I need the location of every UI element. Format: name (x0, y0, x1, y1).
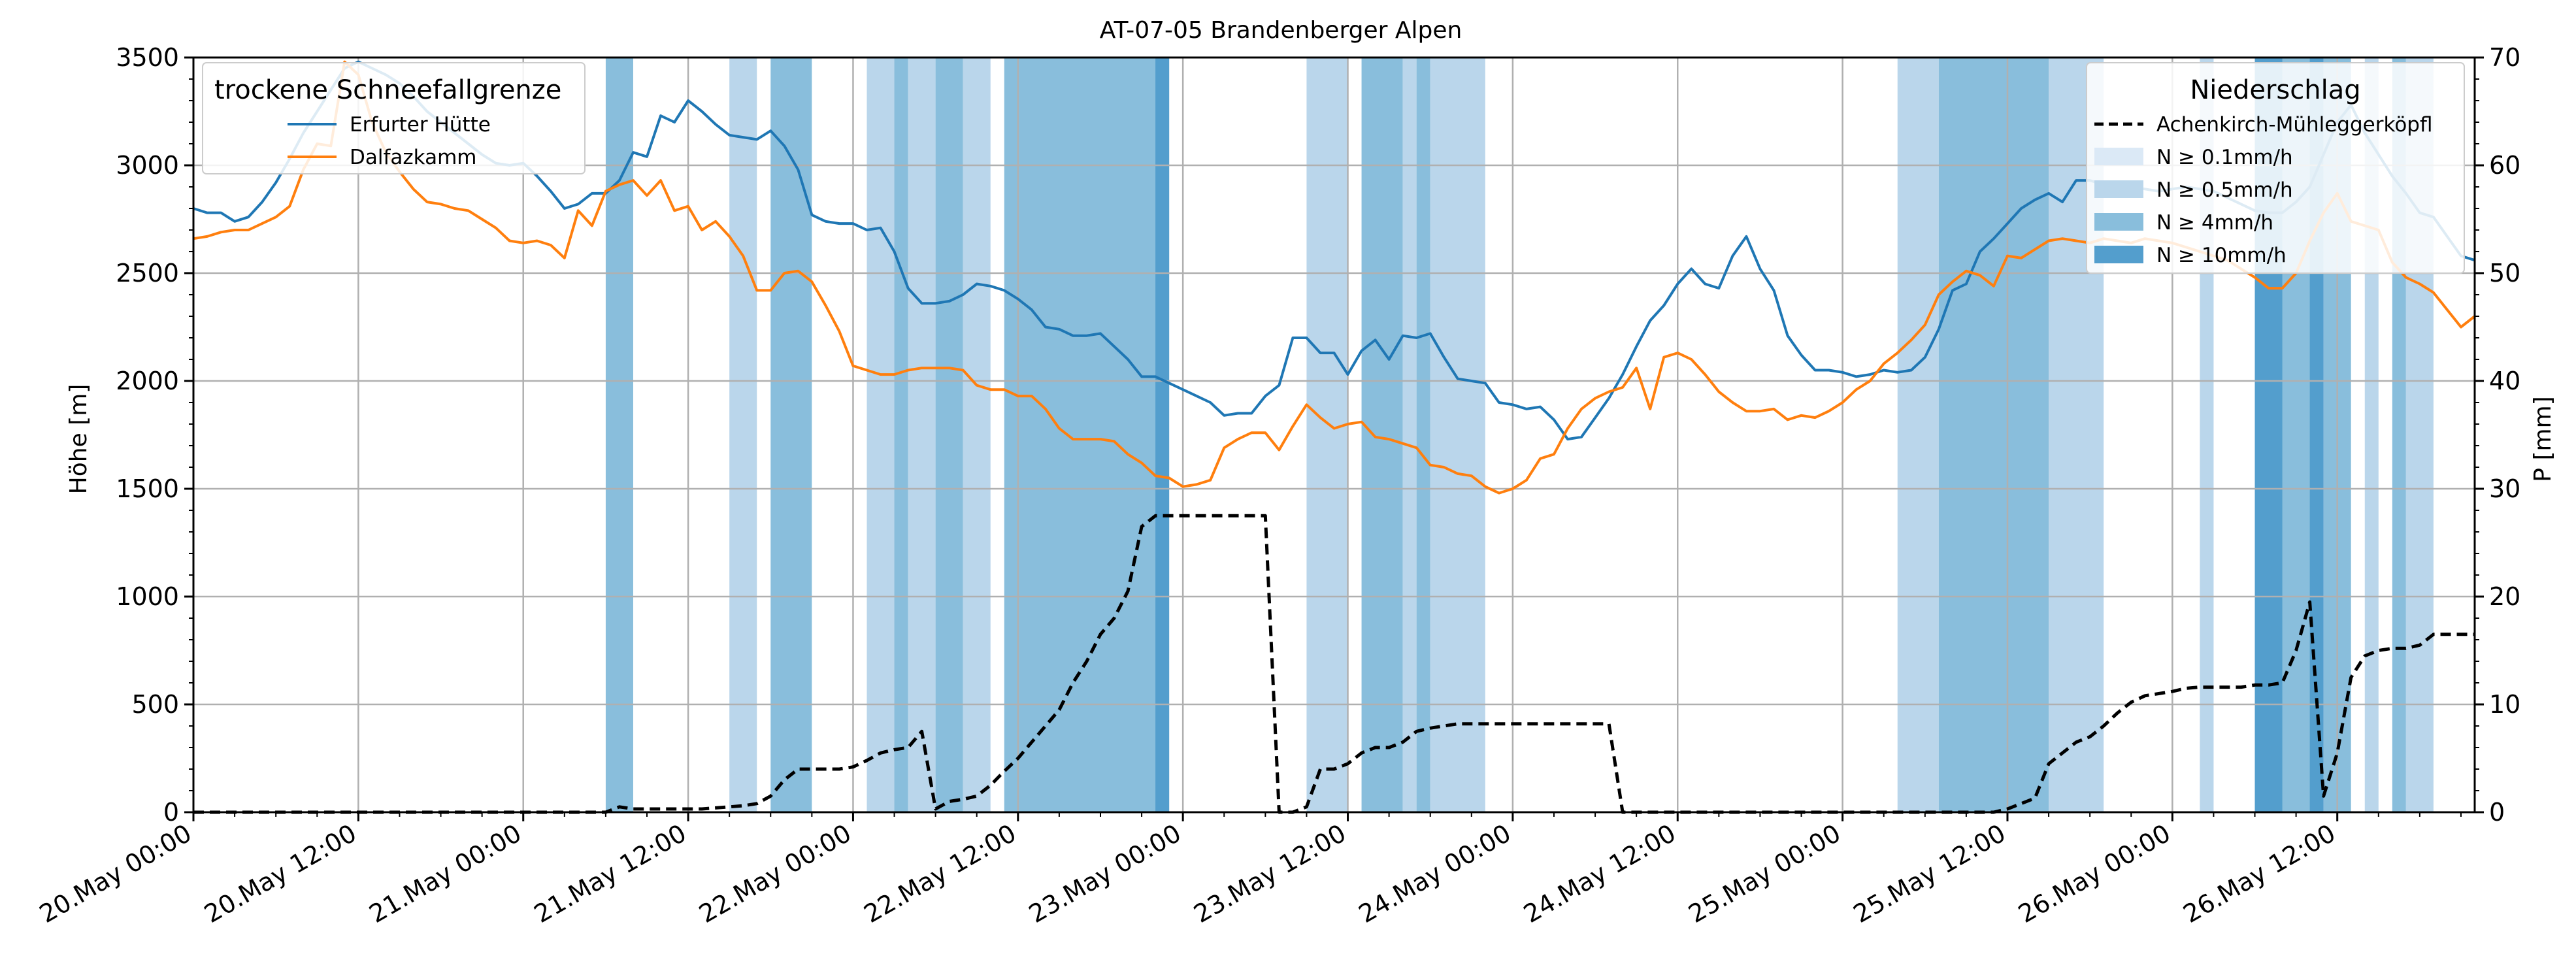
precip-band-4 (894, 58, 908, 812)
legend-erfurter-label: Erfurter Hütte (350, 113, 491, 137)
precip-band-4 (935, 58, 963, 812)
precip-band-4 (1004, 58, 1170, 812)
precip-band-0-5 (1402, 58, 1417, 812)
y2-tick-label: 10 (2489, 690, 2520, 719)
y-tick-label: 2500 (116, 259, 179, 288)
legend-precip-4-label: N ≥ 4mm/h (2156, 211, 2273, 235)
y2-tick-label: 50 (2489, 259, 2520, 288)
legend-precip-10-label: N ≥ 10mm/h (2156, 244, 2287, 267)
legend-snowline-frame (202, 62, 586, 174)
legend-dalfazkamm-label: Dalfazkamm (350, 146, 476, 169)
legend-snowline: trockene Schneefallgrenze Erfurter Hütte… (202, 62, 586, 174)
precip-band-4 (1938, 58, 2007, 812)
y2-tick-label: 20 (2489, 582, 2520, 611)
precip-band-0-5 (1430, 58, 1485, 812)
legend-precip: Niederschlag Achenkirch-Mühleggerköpfl N… (2086, 62, 2465, 274)
legend-precip-10-swatch (2094, 246, 2143, 263)
y2-tick-label: 40 (2489, 367, 2520, 395)
y-tick-label: 3500 (116, 43, 179, 72)
y2-tick-label: 30 (2489, 474, 2520, 503)
legend-precip-frame (2086, 62, 2465, 274)
y-tick-label: 500 (131, 690, 179, 719)
precip-band-0-5 (1306, 58, 1348, 812)
legend-precip-title: Niederschlag (2190, 75, 2360, 105)
y2-tick-label: 0 (2489, 798, 2505, 827)
y-axis-label: Höhe [m] (65, 384, 92, 495)
precip-band-0-5 (908, 58, 936, 812)
precip-band-10 (1155, 58, 1170, 812)
y-tick-label: 1000 (116, 582, 179, 611)
precip-band-4 (1361, 58, 1403, 812)
chart-title: AT-07-05 Brandenberger Alpen (1100, 17, 1462, 44)
legend-precip-0-5-swatch (2094, 180, 2143, 198)
y-tick-label: 1500 (116, 474, 179, 503)
y2-tick-label: 70 (2489, 43, 2520, 72)
y2-tick-label: 60 (2489, 151, 2520, 180)
legend-precip-0-1-label: N ≥ 0.1mm/h (2156, 146, 2293, 169)
precip-band-0-5 (729, 58, 757, 812)
y-tick-label: 0 (163, 798, 179, 827)
y2-axis-label: P [mm] (2530, 396, 2556, 482)
series-line-achenkirch-m-hleggerk-pfl (193, 514, 2475, 814)
precip-band-4 (2007, 58, 2049, 812)
legend-precip-4-swatch (2094, 213, 2143, 231)
legend-precip-0-1-swatch (2094, 148, 2143, 165)
precip-band-4 (1416, 58, 1430, 812)
plot-frame (192, 56, 2476, 814)
legend-achenkirch-label: Achenkirch-Mühleggerköpfl (2156, 113, 2433, 137)
legend-precip-0-5-label: N ≥ 0.5mm/h (2156, 178, 2293, 202)
precip-band-4 (770, 58, 812, 812)
precip-band-0-5 (963, 58, 991, 812)
precip-band-0-5 (1897, 58, 1939, 812)
precip-band-0-5 (867, 58, 895, 812)
y-tick-label: 2000 (116, 367, 179, 395)
precip-band-4 (605, 58, 633, 812)
y-tick-label: 3000 (116, 151, 179, 180)
legend-snowline-title: trockene Schneefallgrenze (214, 75, 561, 105)
